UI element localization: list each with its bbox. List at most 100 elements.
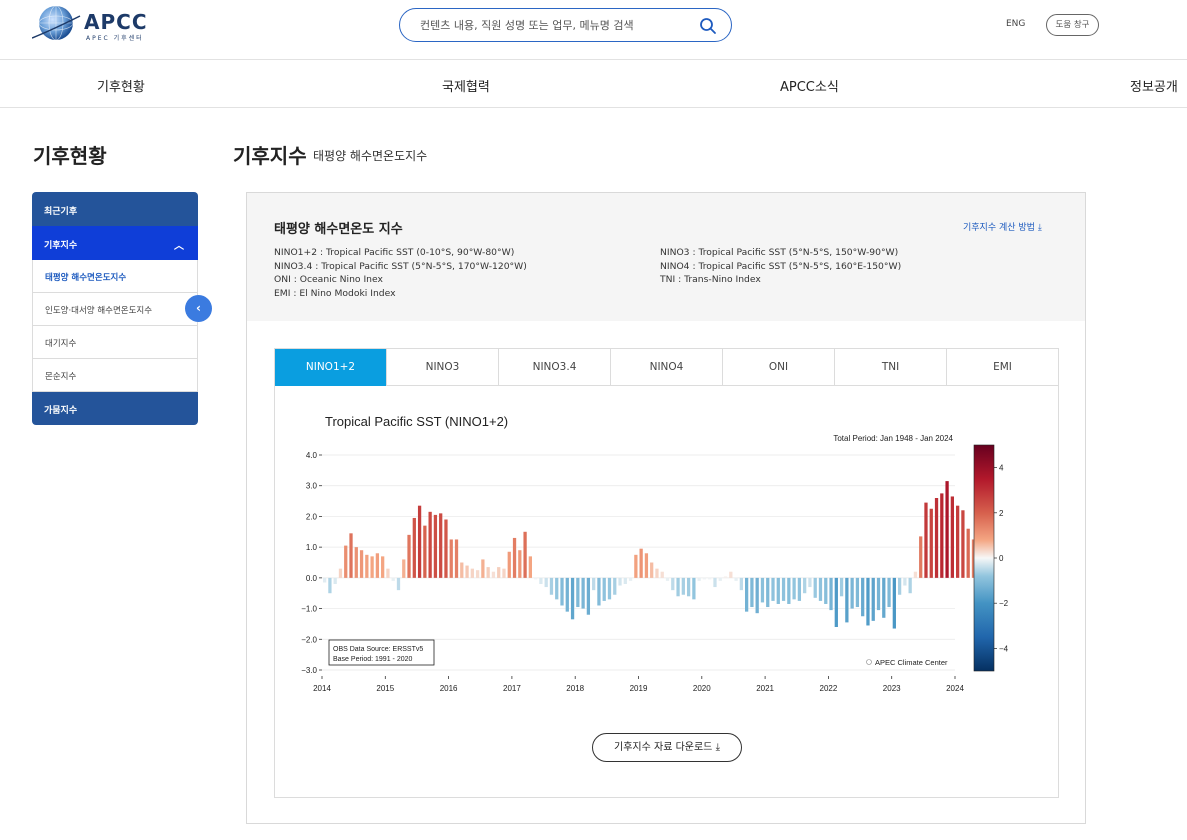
y-tick-label: 2.0 [306, 512, 318, 521]
data-bar [818, 577, 823, 601]
data-bar [507, 551, 511, 578]
search-input[interactable] [420, 16, 690, 34]
y-tick-label: 0.0 [306, 574, 318, 583]
data-bar [639, 548, 643, 578]
y-tick-label: 1.0 [306, 543, 318, 552]
data-bar [839, 577, 844, 597]
tab-nino12[interactable]: NINO1+2 [275, 349, 387, 386]
data-bar [850, 577, 854, 609]
data-bar [845, 577, 849, 623]
chart-credit: APEC Climate Center [875, 658, 948, 667]
data-bar [861, 577, 865, 617]
sst-bar-chart: 4.0 3.0 2.0 1.0 0.0 −1.0 −2.0 −3.0 2014 2015 2016 2… [301, 414, 1008, 693]
x-tick-label: 2016 [440, 684, 458, 693]
sidebar-subitem-pacific-sst[interactable]: 태평양 해수면온도지수 [32, 260, 198, 293]
data-bar [908, 577, 912, 594]
nav-international-cooperation[interactable]: 국제협력 [442, 80, 490, 95]
y-tick-label: 3.0 [306, 482, 318, 491]
data-bar [734, 577, 738, 581]
sidebar-collapse-button[interactable]: ‹ [185, 295, 212, 322]
data-bar [956, 505, 960, 578]
tab-nino3[interactable]: NINO3 [387, 349, 499, 386]
apcc-mini-logo-icon [866, 659, 872, 665]
sidebar-subitem-indian-atlantic-sst[interactable]: 인도양·대서양 해수면온도지수 [32, 293, 198, 326]
data-bar [323, 577, 327, 583]
data-bar [555, 577, 559, 600]
download-icon: ⤓ [1037, 223, 1042, 233]
page-subtitle: 태평양 해수면온도지수 [313, 149, 428, 163]
data-bar [586, 577, 591, 615]
data-bar [813, 577, 817, 598]
data-bar [407, 534, 411, 578]
data-bar [402, 559, 406, 578]
x-tick-label: 2024 [946, 684, 964, 693]
data-bar [718, 577, 722, 581]
tab-oni[interactable]: ONI [723, 349, 835, 386]
sidebar-item-climate-index[interactable]: 기후지수 ︿ [32, 226, 198, 260]
sidebar-item-drought-index[interactable]: 가뭄지수 [32, 392, 198, 425]
data-bar [497, 567, 501, 578]
x-tick-label: 2014 [313, 684, 331, 693]
data-bar [560, 577, 564, 606]
data-bar [755, 577, 759, 614]
apcc-logo[interactable]: APCC APEC 기후센터 [32, 4, 162, 44]
data-bar [417, 505, 422, 578]
tab-nino4[interactable]: NINO4 [611, 349, 723, 386]
index-tabs: NINO1+2 NINO3 NINO3.4 NINO4 ONI TNI EMI [275, 349, 1058, 386]
data-bar [481, 559, 485, 578]
chart-panel: NINO1+2 NINO3 NINO3.4 NINO4 ONI TNI EMI [274, 348, 1059, 798]
data-bar [570, 577, 575, 620]
source-note-line2: Base Period: 1991 - 2020 [333, 656, 412, 663]
data-bar [897, 577, 902, 595]
search-icon[interactable] [699, 17, 717, 35]
nav-information-disclosure[interactable]: 정보공개 [1130, 80, 1178, 95]
data-bar [676, 577, 680, 597]
colorbar-tick-label: 4 [999, 464, 1004, 473]
method-download-link[interactable]: 기후지수 계산 방법 ⤓ [963, 220, 1042, 233]
language-toggle[interactable]: ENG [1006, 19, 1026, 29]
data-bar [871, 577, 875, 621]
data-bar [697, 577, 701, 581]
data-bar [961, 510, 965, 578]
sidebar-item-recent-climate[interactable]: 최근기후 [32, 192, 198, 226]
tab-emi[interactable]: EMI [993, 361, 1012, 373]
download-data-button[interactable]: 기후지수 자료 다운로드 ⤓ [592, 733, 742, 762]
tab-tni[interactable]: TNI [835, 349, 947, 386]
data-bar [581, 577, 585, 609]
chart-title: Tropical Pacific SST (NINO1+2) [325, 414, 508, 429]
data-bar [439, 513, 443, 578]
data-bar [396, 577, 401, 591]
data-bar [444, 519, 448, 578]
data-bar [502, 568, 506, 578]
sidebar-subitem-atmosphere-index[interactable]: 대기지수 [32, 326, 198, 359]
data-bar [349, 533, 353, 578]
data-bar [375, 553, 380, 578]
data-bar [940, 493, 944, 578]
nav-climate-status[interactable]: 기후현황 [97, 80, 145, 95]
data-bar [544, 577, 548, 588]
data-bar [328, 577, 332, 594]
index-descriptions-left: NINO1+2 : Tropical Pacific SST (0-10°S, … [274, 246, 527, 300]
data-bar [686, 577, 691, 597]
data-bar [650, 562, 654, 578]
sidebar-subitem-monsoon-index[interactable]: 몬순지수 [32, 359, 198, 392]
data-bar [781, 577, 786, 601]
tab-nino34[interactable]: NINO3.4 [499, 349, 611, 386]
data-bar [750, 577, 754, 608]
nav-apcc-news[interactable]: APCC소식 [780, 80, 839, 95]
data-bar [766, 577, 770, 608]
chart-area: 4.0 3.0 2.0 1.0 0.0 −1.0 −2.0 −3.0 2014 2015 2016 2… [275, 386, 1058, 716]
data-bar [692, 577, 696, 600]
data-bar [713, 577, 717, 588]
globe-logo-icon [32, 5, 81, 41]
card-description-panel [247, 193, 1085, 321]
data-bar [665, 577, 670, 581]
download-icon: ⤓ [715, 742, 720, 753]
data-bar [723, 576, 728, 578]
data-bar [628, 577, 633, 581]
data-bar [929, 508, 933, 578]
data-bar [745, 577, 749, 612]
data-bar [729, 571, 733, 578]
help-button[interactable]: 도움 창구 [1046, 14, 1099, 36]
desc-emi: EMI : El Nino Modoki Index [274, 287, 396, 299]
